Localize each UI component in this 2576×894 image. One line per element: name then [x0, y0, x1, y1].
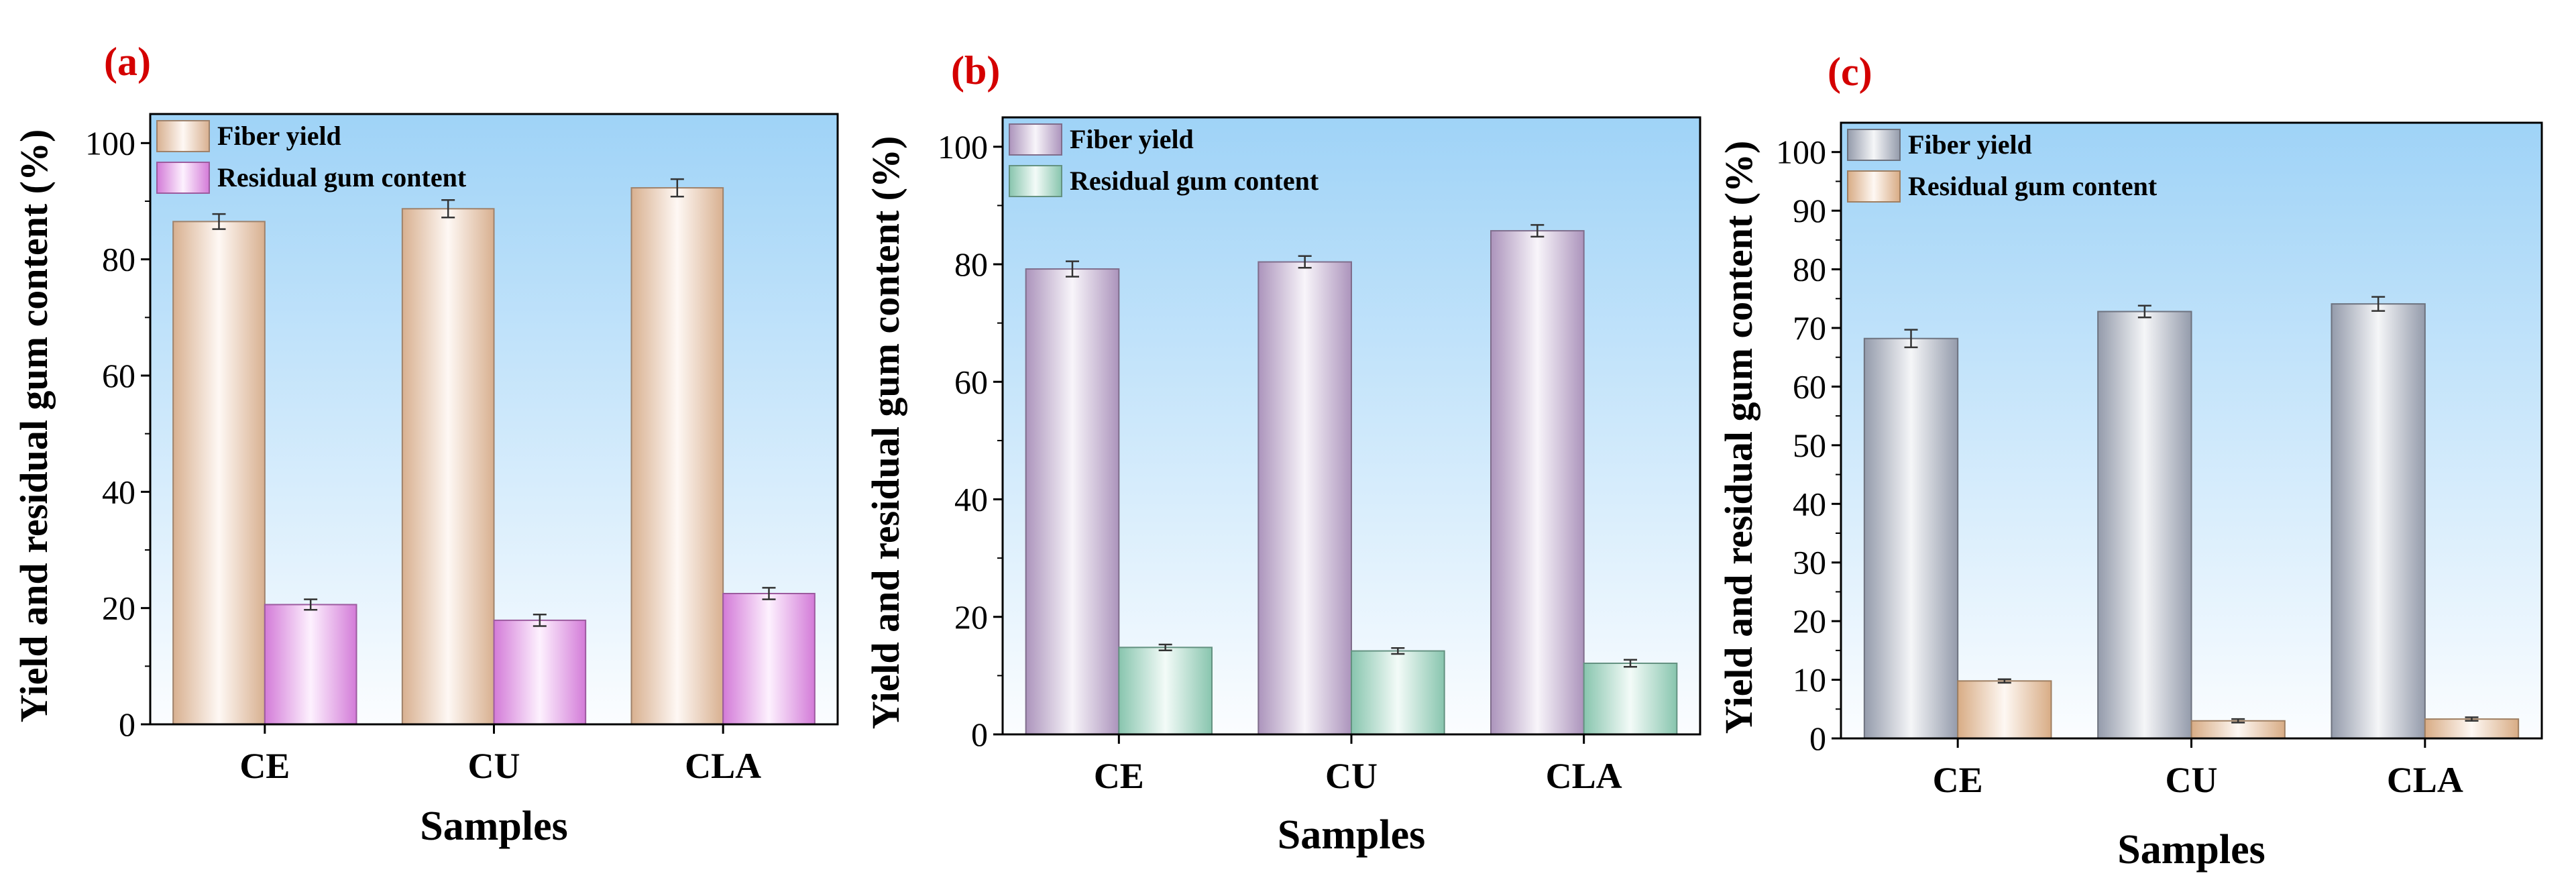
- chart-panel-1: (a) 0 20 40 60 80 100 CE CU CLA Fiber yield Residua…: [12, 40, 839, 849]
- panel-label: (a): [104, 40, 151, 84]
- x-tick-label: CLA: [1546, 756, 1622, 796]
- y-tick-label: 100: [938, 128, 988, 166]
- x-tick-label: CE: [1933, 760, 1983, 800]
- y-tick-label: 30: [1793, 544, 1826, 581]
- y-tick-label: 60: [954, 363, 988, 400]
- plot-frame: [1001, 116, 1701, 736]
- panel-label: (b): [951, 48, 1000, 93]
- chart-panel-3: (c) 0 10 20 30 40 50 60 70 80 90 100 CE CU CLA Fiber yi…: [1717, 50, 2543, 873]
- chart-panel-2: (b) 0 20 40 60 80 100 CE CU CLA Fiber yield Residua…: [864, 48, 1701, 858]
- legend-swatch: [1009, 123, 1062, 156]
- x-tick-label: CE: [1094, 756, 1144, 796]
- bar-cu-series-1: [1257, 261, 1353, 735]
- bar-cla-series-2: [1583, 662, 1678, 736]
- bar-cla-series-1: [2331, 303, 2426, 739]
- legend-swatch: [1009, 165, 1062, 197]
- legend-swatch: [1847, 170, 1901, 203]
- bar-cu-series-1: [401, 208, 495, 725]
- x-tick-label: CE: [239, 746, 290, 786]
- y-axis-title: Yield and residual gum content (%): [1717, 141, 1760, 734]
- y-tick-label: 60: [1793, 368, 1826, 405]
- y-tick-label: 40: [1793, 485, 1826, 522]
- legend-label: Fiber yield: [1070, 124, 1194, 154]
- bar-cla-series-1: [1490, 230, 1585, 736]
- y-tick-label: 100: [85, 124, 135, 162]
- legend-label: Residual gum content: [217, 162, 467, 192]
- x-tick-label: CU: [2166, 760, 2218, 800]
- bar-cu-series-2: [2190, 720, 2286, 740]
- legend-label: Fiber yield: [1908, 129, 2032, 160]
- y-tick-label: 40: [954, 481, 988, 518]
- y-tick-label: 20: [954, 598, 988, 636]
- bar-ce-series-1: [1025, 268, 1120, 735]
- y-tick-label: 90: [1793, 192, 1826, 229]
- y-tick-label: 20: [102, 590, 135, 627]
- y-tick-label: 80: [954, 245, 988, 283]
- x-axis-title: Samples: [2117, 827, 2265, 873]
- x-tick-label: CU: [1325, 756, 1378, 796]
- plot-frame: [1840, 121, 2543, 740]
- y-tick-label: 10: [1793, 661, 1826, 699]
- x-axis-title: Samples: [420, 803, 567, 849]
- bar-cla-series-2: [2424, 718, 2520, 739]
- legend-label: Residual gum content: [1070, 166, 1319, 196]
- x-tick-label: CLA: [685, 746, 761, 786]
- bar-cla-series-1: [630, 187, 724, 726]
- legend-swatch: [156, 120, 210, 152]
- legend-label: Residual gum content: [1908, 171, 2158, 201]
- legend-swatch: [156, 162, 210, 194]
- bar-cu-series-2: [1351, 650, 1445, 735]
- y-tick-label: 80: [102, 241, 135, 278]
- y-tick-label: 50: [1793, 427, 1826, 464]
- y-tick-label: 60: [102, 357, 135, 394]
- bar-cu-series-2: [493, 619, 587, 725]
- y-tick-label: 70: [1793, 309, 1826, 347]
- y-tick-label: 100: [1776, 133, 1826, 171]
- bar-ce-series-1: [1863, 337, 1959, 740]
- bar-ce-series-2: [264, 604, 357, 726]
- y-tick-label: 80: [1793, 251, 1826, 288]
- y-tick-label: 20: [1793, 602, 1826, 640]
- plot-frame: [149, 113, 839, 726]
- bar-ce-series-1: [172, 221, 266, 726]
- x-axis-title: Samples: [1278, 812, 1425, 858]
- x-tick-label: CLA: [2387, 760, 2463, 800]
- y-tick-label: 0: [971, 716, 988, 753]
- legend-label: Fiber yield: [217, 121, 341, 151]
- x-tick-label: CU: [468, 746, 520, 786]
- y-tick-label: 0: [1809, 720, 1826, 757]
- y-tick-label: 40: [102, 473, 135, 510]
- y-axis-title: Yield and residual gum content (%): [12, 129, 56, 723]
- bar-ce-series-2: [1957, 680, 2052, 740]
- y-tick-label: 0: [119, 706, 135, 743]
- panel-label: (c): [1828, 50, 1872, 94]
- y-axis-title: Yield and residual gum content (%): [864, 136, 907, 730]
- bar-cu-series-1: [2097, 311, 2192, 739]
- bar-ce-series-2: [1118, 647, 1213, 735]
- legend-swatch: [1847, 129, 1901, 161]
- bar-cla-series-2: [722, 593, 816, 725]
